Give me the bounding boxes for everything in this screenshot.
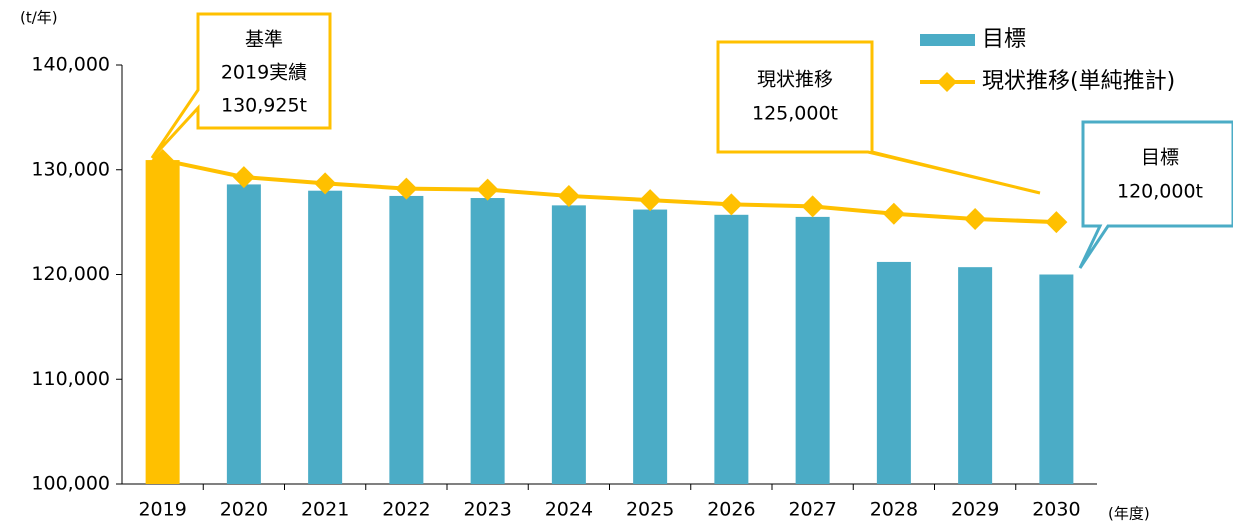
callout-text: 基準 [245, 29, 283, 51]
callout-text: 現状推移 [757, 69, 833, 91]
bar [795, 216, 830, 484]
line-marker [557, 184, 580, 207]
y-tick-label: 140,000 [31, 54, 110, 76]
line-marker [639, 189, 662, 212]
y-tick-label: 110,000 [31, 368, 110, 390]
bar [551, 205, 586, 485]
callout-text: 125,000t [752, 103, 838, 125]
x-tick-label: 2024 [545, 499, 593, 521]
x-tick-label: 2025 [626, 499, 674, 521]
x-axis-label: (年度) [1108, 505, 1150, 523]
bar [633, 209, 668, 484]
line-marker [395, 177, 418, 200]
y-tick-label: 130,000 [31, 158, 110, 180]
legend-label: 現状推移(単純推計) [982, 69, 1175, 94]
bar [714, 214, 749, 485]
x-tick-label: 2028 [870, 499, 918, 521]
x-tick-label: 2027 [788, 499, 836, 521]
line-marker [801, 195, 824, 218]
callout-text: 目標 [1141, 147, 1179, 169]
x-tick-label: 2023 [463, 499, 511, 521]
callout-text: 120,000t [1117, 181, 1203, 203]
bar [1039, 274, 1074, 484]
line-marker [720, 193, 743, 216]
legend-swatch [920, 34, 975, 46]
legend-marker [937, 72, 957, 92]
line [162, 158, 1057, 225]
callout-box [716, 40, 1041, 195]
bar [389, 195, 424, 484]
line-marker [882, 202, 905, 225]
y-axis-label: (t/年) [20, 9, 58, 27]
line-marker [964, 207, 987, 230]
callout-text: 2019実績 [221, 62, 307, 84]
bar [876, 261, 911, 484]
line-marker [314, 172, 337, 195]
x-tick-label: 2026 [707, 499, 755, 521]
bar [145, 160, 180, 485]
x-tick-label: 2030 [1032, 499, 1080, 521]
bar [470, 198, 505, 484]
x-tick-label: 2022 [382, 499, 430, 521]
x-tick-label: 2019 [138, 499, 186, 521]
y-tick-label: 120,000 [31, 263, 110, 285]
legend-label: 目標 [982, 27, 1026, 52]
callout-text: 130,925t [221, 95, 307, 117]
x-tick-label: 2029 [951, 499, 999, 521]
bar [226, 184, 261, 485]
callout-box [1078, 120, 1233, 269]
line-marker [232, 166, 255, 189]
bar [958, 267, 993, 484]
callout-box [150, 12, 332, 160]
y-tick-label: 100,000 [31, 473, 110, 495]
line-marker [476, 178, 499, 201]
line-marker [1045, 211, 1068, 234]
x-tick-label: 2021 [301, 499, 349, 521]
bar [308, 190, 343, 484]
x-tick-label: 2020 [220, 499, 268, 521]
